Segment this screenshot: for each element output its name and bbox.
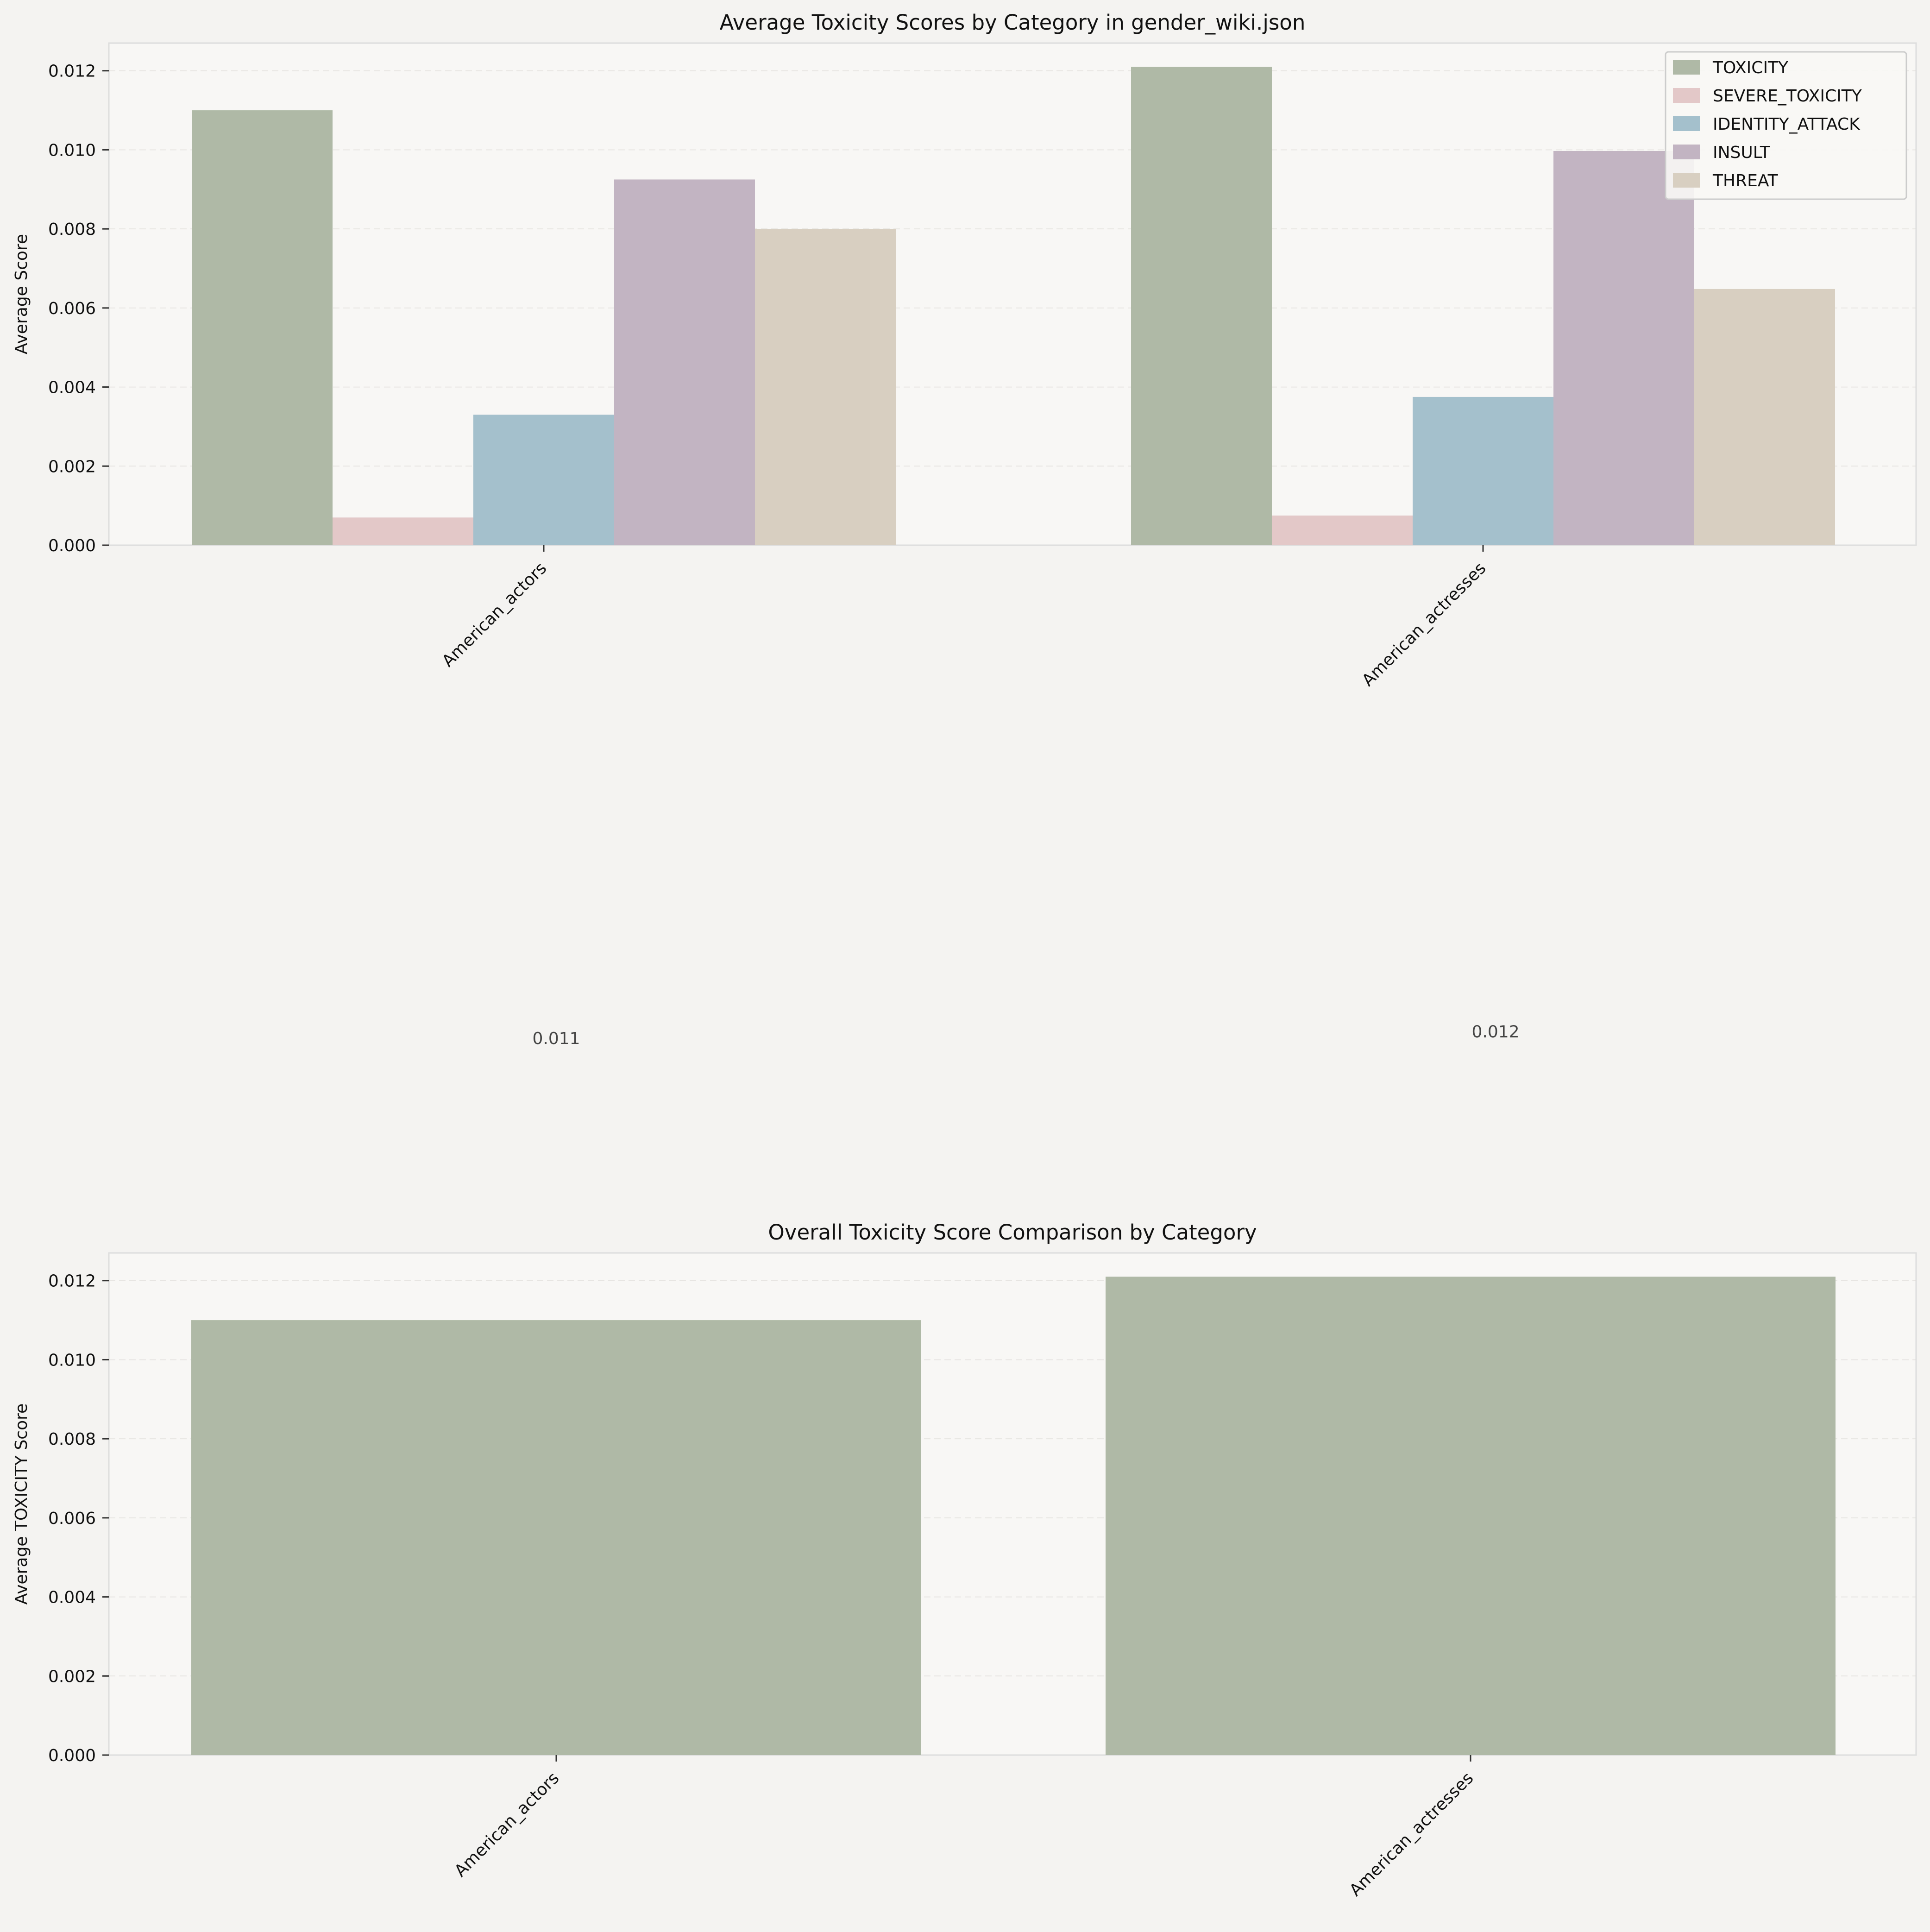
bar (755, 229, 896, 545)
bar (1553, 151, 1694, 545)
bar (1131, 67, 1272, 545)
y-axis-label: Average Score (12, 234, 31, 354)
y-axis-ticks: 0.000 0.002 0.004 0.006 0.008 0.010 0.012 (48, 1272, 109, 1765)
bar (192, 110, 333, 545)
legend-swatch (1673, 88, 1700, 103)
bar (1272, 515, 1413, 545)
chart-title: Average Toxicity Scores by Category in g… (720, 10, 1306, 35)
y-axis-label: Average TOXICITY Score (12, 1403, 31, 1605)
y-tick-label: 0.002 (48, 457, 96, 476)
y-tick-label: 0.008 (48, 220, 96, 239)
legend-label: INSULT (1713, 143, 1771, 162)
bars (191, 1277, 1836, 1755)
legend-swatch (1673, 116, 1700, 131)
bar (1694, 289, 1835, 545)
y-tick-label: 0.006 (48, 1509, 96, 1528)
y-tick-label: 0.002 (48, 1667, 96, 1686)
y-tick-label: 0.004 (48, 1588, 96, 1607)
y-axis-ticks: 0.000 0.002 0.004 0.006 0.008 0.010 0.012 (48, 62, 109, 555)
y-tick-label: 0.010 (48, 141, 96, 160)
bar (333, 517, 473, 545)
bars (192, 67, 1835, 546)
legend-label: THREAT (1712, 171, 1779, 190)
y-tick-label: 0.012 (48, 1272, 96, 1291)
bar-value-annotation: 0.011 (532, 1029, 580, 1048)
gridlines (109, 70, 1916, 467)
y-tick-label: 0.012 (48, 62, 96, 81)
legend-swatch (1673, 173, 1700, 188)
legend-frame (1665, 51, 1907, 200)
bar (1106, 1277, 1836, 1755)
y-tick-label: 0.000 (48, 536, 96, 555)
legend-label: SEVERE_TOXICITY (1713, 87, 1862, 106)
y-tick-label: 0.004 (48, 378, 96, 397)
legend: TOXICITY SEVERE_TOXICITY IDENTITY_ATTACK IN… (1665, 51, 1907, 200)
y-tick-label: 0.006 (48, 299, 96, 318)
bar (614, 179, 755, 546)
y-tick-label: 0.008 (48, 1430, 96, 1449)
legend-swatch (1673, 60, 1700, 75)
legend-label: TOXICITY (1712, 58, 1789, 77)
legend-label: IDENTITY_ATTACK (1713, 115, 1861, 134)
y-tick-label: 0.000 (48, 1746, 96, 1765)
annotations: 0.011 0.012 (532, 1023, 1519, 1048)
legend-swatch (1673, 145, 1700, 159)
bar (473, 415, 614, 545)
bar-value-annotation: 0.012 (1471, 1023, 1519, 1042)
y-tick-label: 0.010 (48, 1351, 96, 1370)
chart-title: Overall Toxicity Score Comparison by Cat… (768, 1220, 1257, 1245)
bar (1413, 396, 1553, 545)
bar (191, 1320, 921, 1755)
